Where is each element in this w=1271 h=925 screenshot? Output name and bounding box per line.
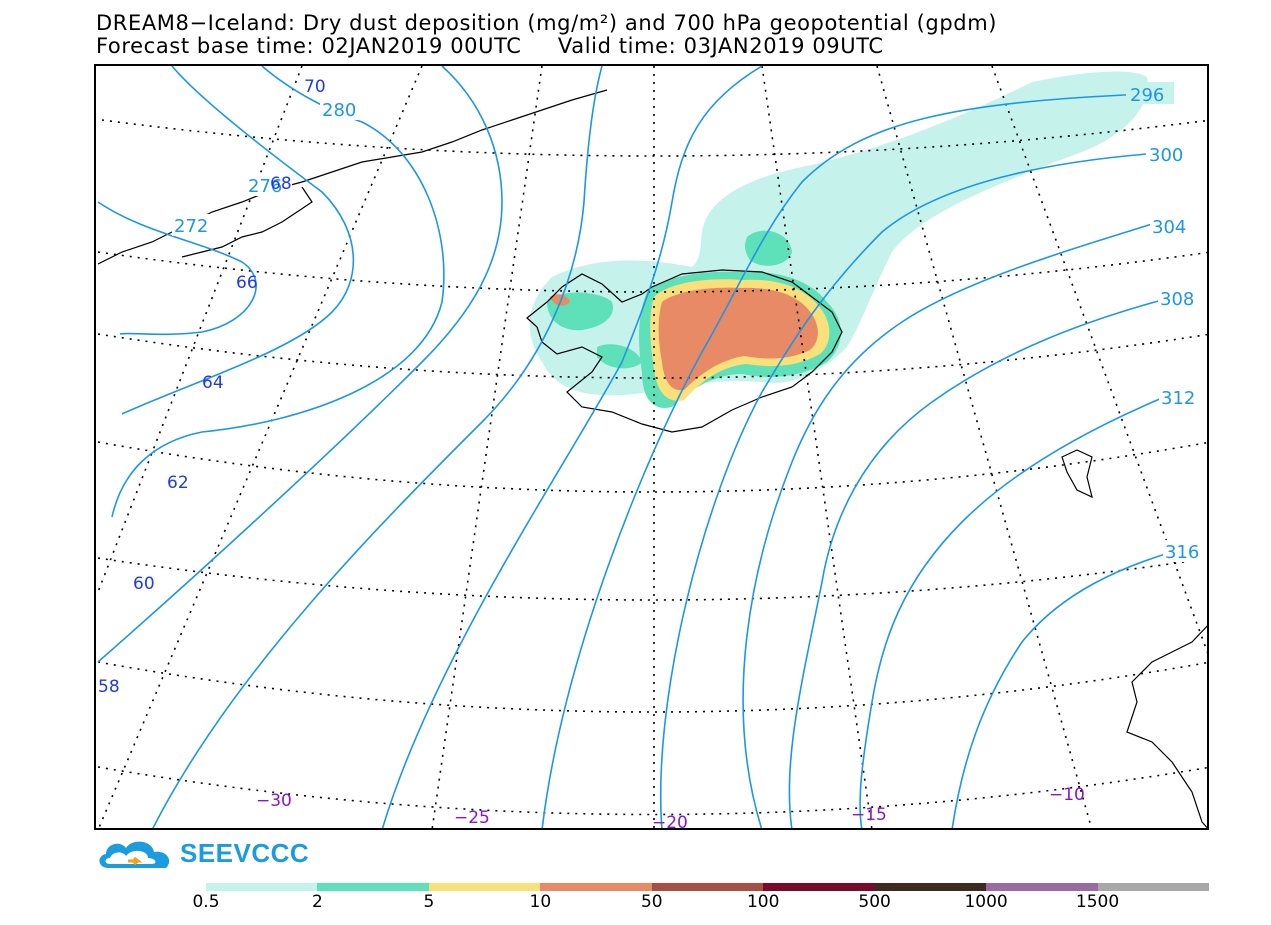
- lon-label: −30: [256, 791, 292, 811]
- graticule: [97, 66, 1207, 828]
- map-panel: 296 300 304 308 312 316 280 276 272 70 6…: [94, 64, 1209, 830]
- latitude-labels: 70 68 66 64 62 60 58: [98, 77, 326, 697]
- lat-label: 66: [236, 273, 258, 293]
- legend-swatch: [1097, 883, 1209, 891]
- dust-deposition-field: [529, 71, 1148, 408]
- legend-label: 1500: [1075, 892, 1120, 912]
- map-title: DREAM8−Iceland: Dry dust deposition (mg/…: [96, 11, 998, 35]
- lat-label: 64: [202, 373, 224, 393]
- lon-label: −15: [851, 805, 887, 825]
- contour-label: 272: [174, 216, 208, 237]
- contour-label: 300: [1149, 145, 1183, 166]
- cloud-logo-icon: [99, 841, 170, 868]
- legend-swatch: [651, 883, 764, 891]
- legend-swatch: [763, 883, 875, 891]
- legend-swatch: [540, 883, 652, 891]
- contour-labels-right: 296 300 304 308 312 316: [1126, 82, 1207, 563]
- lon-label: −10: [1049, 785, 1085, 805]
- contour-label: 280: [322, 100, 356, 121]
- contour-label: 276: [248, 176, 282, 197]
- forecast-time-line: Forecast base time: 02JAN2019 00UTC Vali…: [96, 34, 884, 58]
- contour-label: 308: [1160, 289, 1194, 310]
- lon-label: −25: [454, 808, 490, 828]
- legend-label: 0.5: [192, 892, 220, 912]
- logo-text: SEEVCCC: [180, 838, 310, 868]
- legend-label: 1000: [964, 892, 1008, 912]
- legend-swatch: [317, 883, 429, 891]
- legend-label: 500: [858, 892, 891, 912]
- contour-labels-left: 280 276 272: [172, 98, 366, 237]
- legend-label: 5: [423, 892, 435, 912]
- lat-label: 60: [133, 574, 155, 594]
- legend-swatch: [986, 883, 1098, 891]
- lat-label: 58: [98, 677, 120, 697]
- legend-swatch: [874, 883, 987, 891]
- legend-label: 50: [640, 892, 663, 912]
- geopotential-contours: [97, 66, 1173, 828]
- dust-legend-colorbar: [206, 883, 1209, 891]
- legend-label: 100: [746, 892, 780, 912]
- legend-swatch: [428, 883, 541, 891]
- seevccc-logo: SEEVCCC: [94, 834, 309, 874]
- lat-label: 68: [270, 174, 292, 194]
- lon-label: −20: [652, 813, 688, 830]
- map-canvas: 296 300 304 308 312 316 280 276 272 70 6…: [97, 66, 1207, 830]
- legend-swatch: [206, 883, 318, 891]
- contour-label: 316: [1165, 542, 1199, 563]
- contour-label: 296: [1130, 85, 1164, 106]
- contour-label: 304: [1152, 217, 1186, 238]
- lat-label: 70: [304, 77, 326, 97]
- contour-label: 312: [1161, 388, 1195, 409]
- legend-label: 10: [529, 892, 552, 912]
- longitude-labels: −30 −25 −20 −15 −10: [256, 785, 1085, 830]
- lat-label: 62: [167, 473, 189, 493]
- legend-label: 2: [312, 892, 323, 912]
